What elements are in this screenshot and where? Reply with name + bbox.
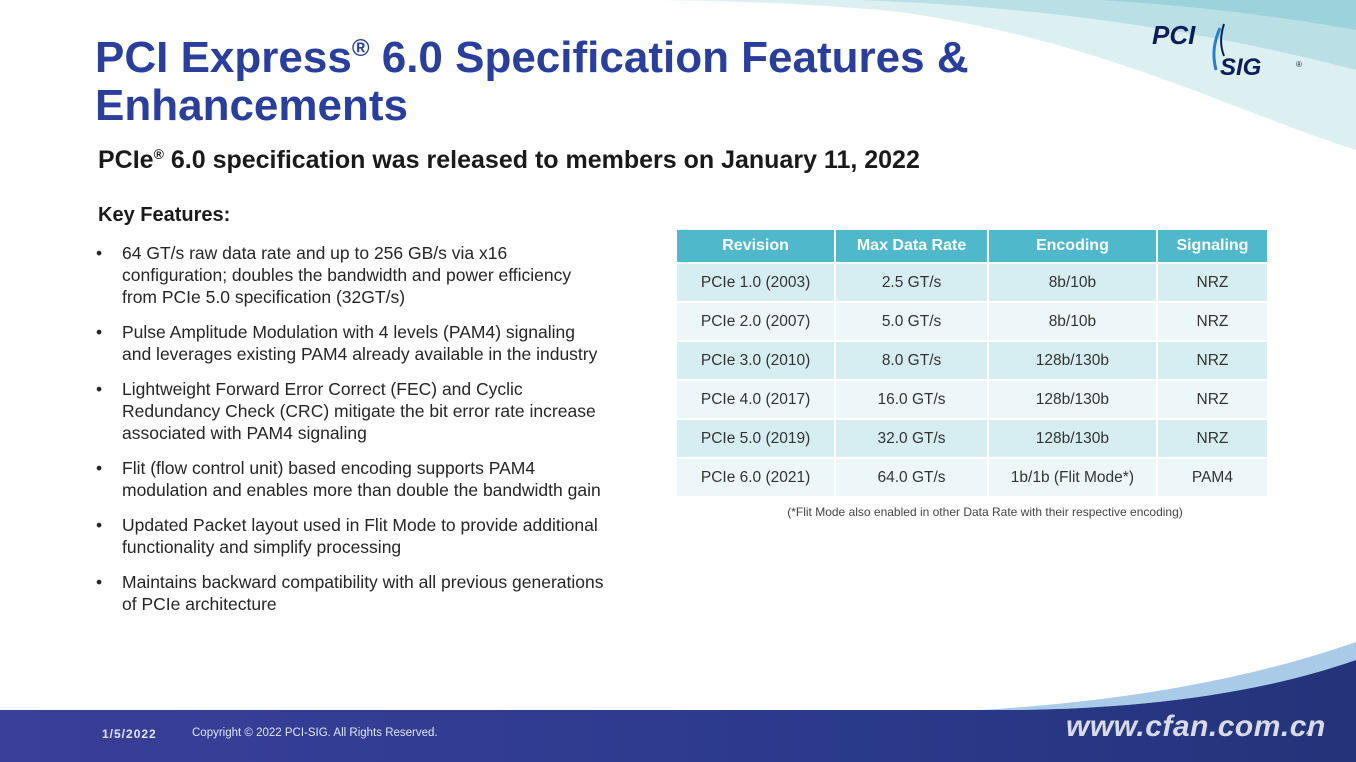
bullet-icon: • [96, 572, 103, 592]
cell-signaling: NRZ [1155, 418, 1270, 459]
cell-signaling: NRZ [1155, 340, 1270, 381]
table-footnote: (*Flit Mode also enabled in other Data R… [787, 505, 1183, 519]
feature-text: Flit (flow control unit) based encoding … [122, 458, 601, 500]
cell-signaling: NRZ [1155, 379, 1270, 420]
site-watermark: www.cfan.com.cn [1066, 710, 1326, 743]
footer-date: 1/5/2022 [102, 727, 157, 741]
cell-max-data-rate: 64.0 GT/s [834, 457, 989, 498]
title-registered-mark: ® [351, 35, 370, 62]
feature-item: • Maintains backward compatibility with a… [96, 571, 606, 615]
logo-swoosh-icon [1212, 23, 1225, 71]
cell-encoding: 128b/130b [986, 379, 1158, 420]
cell-signaling: NRZ [1155, 262, 1270, 303]
key-features-heading: Key Features: [98, 204, 231, 226]
slide-title: PCI Express® 6.0 Specification Features … [95, 34, 1095, 130]
cell-revision: PCIe 4.0 (2017) [674, 379, 837, 420]
column-header-signaling: Signaling [1155, 228, 1270, 264]
cell-encoding: 8b/10b [986, 301, 1158, 342]
bullet-icon: • [96, 515, 103, 535]
cell-max-data-rate: 8.0 GT/s [834, 340, 989, 381]
feature-item: • Pulse Amplitude Modulation with 4 level… [96, 321, 606, 365]
page-number: 4 [1306, 727, 1313, 739]
cell-max-data-rate: 5.0 GT/s [834, 301, 989, 342]
cell-encoding: 1b/1b (Flit Mode*) [986, 457, 1158, 498]
feature-text: Lightweight Forward Error Correct (FEC) … [122, 379, 596, 443]
title-line2: Enhancements [95, 81, 408, 130]
feature-text: Updated Packet layout used in Flit Mode … [122, 515, 598, 557]
slide-subtitle: PCIe® 6.0 specification was released to … [98, 146, 920, 175]
cell-revision: PCIe 2.0 (2007) [674, 301, 837, 342]
column-header-max-data-rate: Max Data Rate [834, 228, 989, 264]
footer-copyright: Copyright © 2022 PCI-SIG. All Rights Res… [192, 727, 438, 739]
feature-text: Maintains backward compatibility with al… [122, 572, 604, 614]
feature-item: • Flit (flow control unit) based encoding… [96, 457, 606, 501]
cell-signaling: PAM4 [1155, 457, 1270, 498]
cell-encoding: 8b/10b [986, 262, 1158, 303]
table-row: PCIe 3.0 (2010) 8.0 GT/s 128b/130b NRZ [674, 340, 1270, 381]
key-features-list: • 64 GT/s raw data rate and up to 256 GB/… [96, 242, 606, 628]
cell-revision: PCIe 5.0 (2019) [674, 418, 837, 459]
logo-registered-mark: ® [1296, 60, 1302, 69]
footer-wave-band [0, 642, 1356, 762]
cell-revision: PCIe 3.0 (2010) [674, 340, 837, 381]
cell-encoding: 128b/130b [986, 418, 1158, 459]
logo-sig-text: SIG [1220, 54, 1262, 81]
cell-max-data-rate: 2.5 GT/s [834, 262, 989, 303]
bullet-icon: • [96, 322, 103, 342]
cell-max-data-rate: 16.0 GT/s [834, 379, 989, 420]
cell-signaling: NRZ [1155, 301, 1270, 342]
feature-item: • 64 GT/s raw data rate and up to 256 GB/… [96, 242, 606, 308]
feature-item: • Lightweight Forward Error Correct (FEC)… [96, 378, 606, 444]
table-row: PCIe 4.0 (2017) 16.0 GT/s 128b/130b NRZ [674, 379, 1270, 420]
cell-revision: PCIe 1.0 (2003) [674, 262, 837, 303]
table-row: PCIe 5.0 (2019) 32.0 GT/s 128b/130b NRZ [674, 418, 1270, 459]
bullet-icon: • [96, 458, 103, 478]
table-row: PCIe 6.0 (2021) 64.0 GT/s 1b/1b (Flit Mo… [674, 457, 1270, 498]
table-header-row: Revision Max Data Rate Encoding Signalin… [674, 228, 1270, 264]
cell-encoding: 128b/130b [986, 340, 1158, 381]
cell-revision: PCIe 6.0 (2021) [674, 457, 837, 498]
title-part1: PCI Express [95, 33, 352, 82]
column-header-encoding: Encoding [986, 228, 1158, 264]
title-part2: 6.0 Specification Features & [369, 33, 969, 82]
feature-item: • Updated Packet layout used in Flit Mode… [96, 514, 606, 558]
subtitle-registered-mark: ® [153, 146, 164, 162]
cell-max-data-rate: 32.0 GT/s [834, 418, 989, 459]
table-row: PCIe 1.0 (2003) 2.5 GT/s 8b/10b NRZ [674, 262, 1270, 303]
feature-text: Pulse Amplitude Modulation with 4 levels… [122, 322, 598, 364]
header-wave-decoration [640, 0, 1356, 150]
bullet-icon: • [96, 379, 103, 399]
column-header-revision: Revision [674, 228, 837, 264]
subtitle-part1: PCIe [98, 146, 154, 174]
pci-sig-logo: PCI SIG ® [1128, 20, 1308, 86]
table-row: PCIe 2.0 (2007) 5.0 GT/s 8b/10b NRZ [674, 301, 1270, 342]
pcie-revision-table: Revision Max Data Rate Encoding Signalin… [674, 228, 1270, 498]
logo-pci-text: PCI [1152, 20, 1196, 50]
subtitle-part2: 6.0 specification was released to member… [163, 146, 920, 174]
feature-text: 64 GT/s raw data rate and up to 256 GB/s… [122, 243, 572, 307]
bullet-icon: • [96, 243, 103, 263]
